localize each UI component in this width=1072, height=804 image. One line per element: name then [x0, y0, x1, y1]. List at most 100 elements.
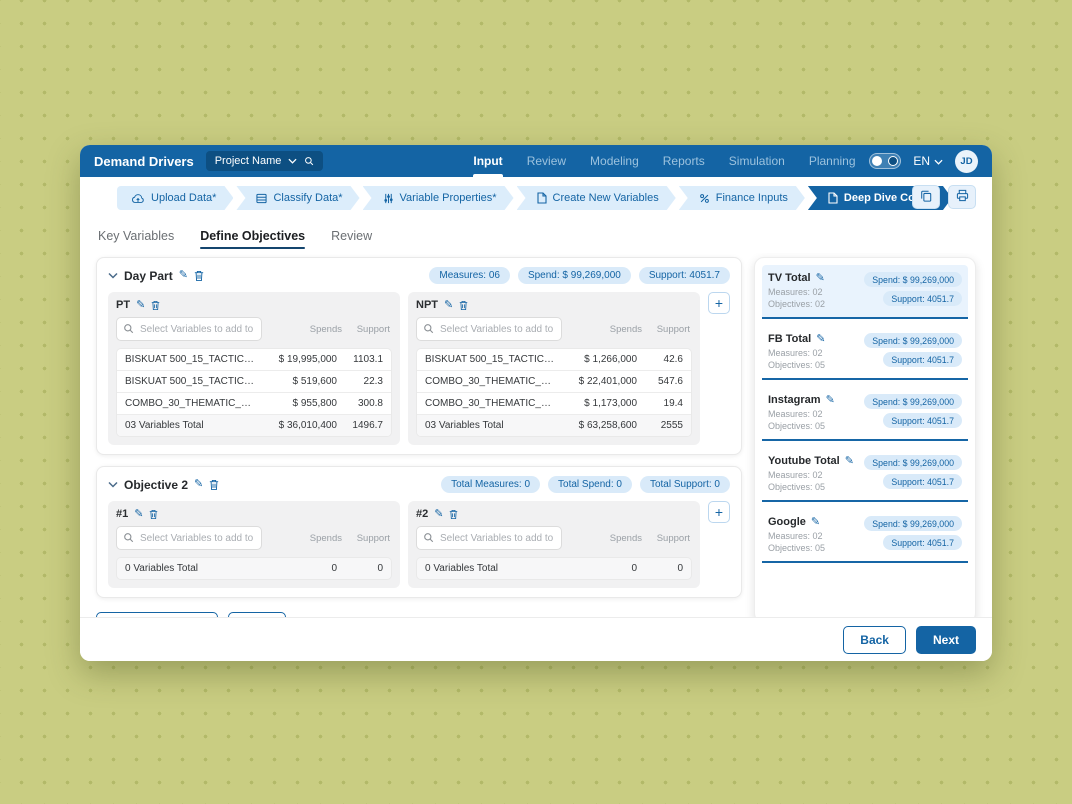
edit-icon[interactable]: ✎	[136, 298, 146, 311]
app-title: Demand Drivers	[94, 153, 194, 169]
variable-spend: $ 1,266,000	[584, 354, 637, 365]
spend-badge: Spend: $ 99,269,000	[517, 267, 631, 284]
classify-icon	[256, 193, 267, 204]
project-selector[interactable]: Project Name	[205, 151, 324, 171]
step-upload-data[interactable]: Upload Data*	[117, 186, 233, 210]
trash-icon[interactable]	[149, 509, 158, 520]
edit-icon[interactable]: ✎	[194, 478, 204, 490]
support-badge: Support: 4051.7	[638, 267, 730, 284]
edit-icon[interactable]: ✎	[816, 332, 826, 345]
variable-search-input[interactable]	[416, 317, 562, 341]
edit-icon[interactable]: ✎	[825, 393, 835, 406]
toggle-dot-dark	[888, 156, 899, 166]
language-selector[interactable]: EN	[913, 154, 943, 168]
channel-card-fb-total[interactable]: FB Total ✎ Measures: 02 Objectives: 05 S…	[762, 326, 968, 380]
edit-icon[interactable]: ✎	[815, 271, 825, 284]
variable-support: 42.6	[663, 354, 683, 365]
add-measure-group-button[interactable]: +	[708, 501, 730, 523]
table-total-row: 03 Variables Total $ 63,258,600 2555	[417, 414, 691, 436]
variable-search-input[interactable]	[116, 526, 262, 550]
step-label: Create New Variables	[552, 192, 659, 204]
channel-support-badge: Support: 4051.7	[883, 352, 962, 367]
trash-icon[interactable]	[151, 300, 160, 311]
user-avatar[interactable]: JD	[955, 149, 978, 173]
edit-icon[interactable]: ✎	[178, 269, 188, 281]
variable-spend: $ 19,995,000	[278, 354, 337, 365]
edit-icon[interactable]: ✎	[134, 507, 144, 520]
next-button[interactable]: Next	[915, 625, 976, 654]
toggle-dot-light	[872, 156, 883, 166]
channel-support-badge: Support: 4051.7	[883, 291, 962, 306]
step-create-new-variables[interactable]: Create New Variables	[517, 186, 676, 210]
variable-spend: $ 1,173,000	[584, 398, 637, 409]
add-measure-group-button[interactable]: +	[708, 292, 730, 314]
total-spend: $ 36,010,400	[278, 420, 337, 431]
edit-icon[interactable]: ✎	[844, 454, 854, 467]
variables-table: 0 Variables Total 0 0	[416, 557, 692, 580]
channel-name: Google	[768, 516, 806, 528]
edit-icon[interactable]: ✎	[434, 507, 444, 520]
column-header-spends: Spends	[609, 323, 642, 335]
total-support: 0	[377, 563, 383, 574]
channel-name: TV Total	[768, 272, 811, 284]
theme-toggle[interactable]	[869, 153, 902, 169]
step-variable-properties[interactable]: Variable Properties*	[363, 186, 514, 210]
variable-support: 300.8	[357, 398, 383, 409]
collapse-chevron-icon[interactable]	[108, 481, 118, 488]
step-label: Variable Properties*	[399, 192, 497, 204]
print-button[interactable]	[948, 185, 976, 209]
document-config-icon	[828, 192, 838, 204]
step-label: Upload Data*	[151, 192, 217, 204]
measure-group-1: #1 ✎ Spends Support	[108, 501, 400, 588]
nav-item-simulation[interactable]: Simulation	[728, 154, 785, 168]
objective-card-day-part: Day Part ✎ Measures: 06 Spend: $ 99,269,…	[96, 257, 742, 455]
trash-icon[interactable]	[209, 479, 219, 491]
nav-item-modeling[interactable]: Modeling	[590, 154, 639, 168]
channel-card-youtube-total[interactable]: Youtube Total ✎ Measures: 02 Objectives:…	[762, 448, 968, 502]
column-header-spends: Spends	[309, 323, 342, 335]
nav-item-reports[interactable]: Reports	[662, 154, 705, 168]
column-header-spends: Spends	[309, 532, 342, 544]
channel-measures: Measures: 02	[768, 530, 823, 541]
back-button[interactable]: Back	[843, 625, 906, 654]
search-icon	[424, 324, 434, 334]
chevron-down-icon	[288, 158, 297, 164]
project-name-label: Project Name	[214, 155, 282, 167]
variable-name: BISKUAT 500_15_TACTICAL_PT_Penultimate	[125, 376, 257, 387]
objective-title: Day Part	[124, 268, 173, 283]
table-row: COMBO_30_THEMATIC_NPT_Last $ 1,173,000 1…	[417, 392, 691, 414]
tab-review[interactable]: Review	[331, 229, 373, 243]
collapse-chevron-icon[interactable]	[108, 272, 118, 279]
tab-key-variables[interactable]: Key Variables	[98, 229, 175, 243]
nav-item-review[interactable]: Review	[526, 154, 567, 168]
edit-icon[interactable]: ✎	[810, 515, 821, 528]
channel-card-tv-total[interactable]: TV Total ✎ Measures: 02 Objectives: 02 S…	[762, 265, 968, 319]
copy-config-button[interactable]	[912, 185, 940, 209]
trash-icon[interactable]	[449, 509, 458, 520]
step-finance-inputs[interactable]: Finance Inputs	[679, 186, 805, 210]
trash-icon[interactable]	[459, 300, 468, 311]
tab-define-objectives[interactable]: Define Objectives	[200, 219, 305, 253]
channel-measures: Measures: 02	[768, 408, 823, 419]
variable-search-input[interactable]	[116, 317, 262, 341]
variable-name: COMBO_30_THEMATIC_PT_Middle	[125, 398, 257, 409]
variable-support: 22.3	[363, 376, 383, 387]
channel-card-google[interactable]: Google ✎ Measures: 02 Objectives: 05 Spe…	[762, 509, 968, 563]
channel-spend-badge: Spend: $ 99,269,000	[864, 272, 962, 287]
variable-support: 19.4	[663, 398, 683, 409]
trash-icon[interactable]	[194, 270, 204, 282]
channel-support-badge: Support: 4051.7	[883, 474, 962, 489]
edit-icon[interactable]: ✎	[444, 298, 454, 311]
nav-item-input[interactable]: Input	[473, 145, 504, 177]
channel-support-badge: Support: 4051.7	[883, 535, 962, 550]
total-label: 0 Variables Total	[125, 563, 199, 574]
printer-icon	[956, 189, 969, 205]
channel-name: Youtube Total	[768, 455, 840, 467]
variable-spend: $ 519,600	[292, 376, 338, 387]
step-classify-data[interactable]: Classify Data*	[236, 186, 359, 210]
channel-card-instagram[interactable]: Instagram ✎ Measures: 02 Objectives: 05 …	[762, 387, 968, 441]
nav-item-planning[interactable]: Planning	[808, 154, 856, 168]
stepper: Upload Data* Classify Data* Variable Pro…	[117, 186, 955, 210]
channel-objectives: Objectives: 02	[768, 299, 826, 309]
variable-search-input[interactable]	[416, 526, 562, 550]
